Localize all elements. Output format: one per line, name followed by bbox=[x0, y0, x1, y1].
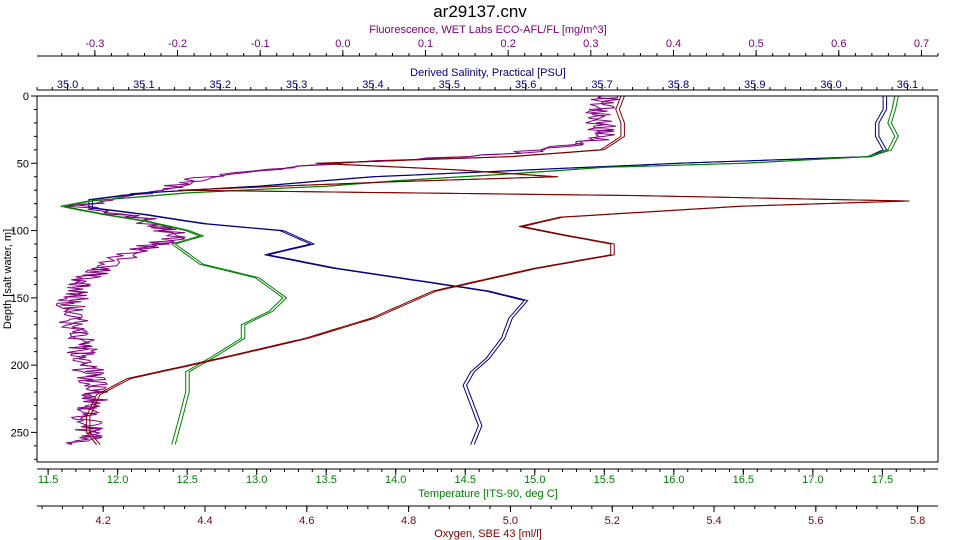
oxygen-tick-label: 4.2 bbox=[96, 515, 111, 527]
salinity-axis: 35.0 35.1 35.2 35.3 35.4 35.5 35.6 35.7 35.8 35.9… bbox=[36, 67, 938, 91]
salinity-tick-label: 35.9 bbox=[744, 79, 765, 91]
temperature-series bbox=[60, 95, 899, 445]
oxygen-series bbox=[85, 95, 910, 445]
fluorescence-tick-label: 0.1 bbox=[418, 38, 433, 50]
temperature-tick-label: 14.0 bbox=[385, 474, 406, 486]
fluorescence-tick-label: -0.1 bbox=[251, 38, 270, 50]
fluorescence-series bbox=[55, 95, 620, 445]
temperature-axis: 11.5 12.0 12.5 13.0 13.5 14.0 14.5 15.0 15.5 16.0… bbox=[37, 468, 938, 500]
fluorescence-axis-title: Fluorescence, WET Labs ECO-AFL/FL [mg/m^… bbox=[369, 24, 606, 36]
temperature-tick-label: 12.5 bbox=[176, 474, 197, 486]
oxygen-axis: 4.2 4.4 4.6 4.8 5.0 5.2 5.4 5.6 5.8 Oxygen, SBE 4… bbox=[37, 505, 938, 540]
oxygen-upcast-line bbox=[89, 95, 910, 445]
temperature-downcast-line bbox=[60, 95, 896, 445]
depth-axis: 0 50 100 150 200 250 Depth [salt water, m] bbox=[2, 91, 37, 460]
temperature-tick-label: 17.0 bbox=[802, 474, 823, 486]
temperature-tick-label: 16.5 bbox=[733, 474, 754, 486]
temperature-tick-label: 13.5 bbox=[315, 474, 336, 486]
oxygen-tick-label: 5.8 bbox=[910, 515, 925, 527]
fluorescence-tick-label: 0.6 bbox=[831, 38, 846, 50]
depth-axis-title: Depth [salt water, m] bbox=[2, 229, 14, 329]
oxygen-axis-title: Oxygen, SBE 43 [ml/l] bbox=[434, 528, 542, 540]
axes-layer: -0.3 -0.2 -0.1 0.0 0.1 0.2 0.3 0.4 0.5 0.6 0.7 Fluo… bbox=[2, 24, 939, 540]
salinity-tick-label: 35.5 bbox=[439, 79, 460, 91]
temperature-tick-label: 17.5 bbox=[872, 474, 893, 486]
salinity-axis-title: Derived Salinity, Practical [PSU] bbox=[410, 67, 566, 79]
depth-tick-label: 50 bbox=[17, 158, 29, 170]
depth-tick-label: 100 bbox=[11, 226, 29, 238]
salinity-tick-label: 36.1 bbox=[897, 79, 918, 91]
depth-tick-label: 0 bbox=[23, 91, 29, 103]
depth-tick-label: 250 bbox=[11, 427, 29, 439]
fluorescence-tick-label: 0.7 bbox=[914, 38, 929, 50]
oxygen-tick-label: 4.8 bbox=[401, 515, 416, 527]
fluorescence-tick-label: 0.3 bbox=[583, 38, 598, 50]
oxygen-tick-label: 4.4 bbox=[197, 515, 212, 527]
oxygen-tick-label: 5.2 bbox=[605, 515, 620, 527]
depth-tick-label: 150 bbox=[11, 293, 29, 305]
salinity-tick-label: 35.4 bbox=[362, 79, 383, 91]
oxygen-tick-label: 4.6 bbox=[299, 515, 314, 527]
temperature-tick-label: 12.0 bbox=[107, 474, 128, 486]
fluorescence-tick-label: -0.2 bbox=[168, 38, 187, 50]
oxygen-tick-label: 5.6 bbox=[808, 515, 823, 527]
fluorescence-tick-label: 0.4 bbox=[666, 38, 681, 50]
fluorescence-tick-label: 0.2 bbox=[501, 38, 516, 50]
fluorescence-tick-label: 0.5 bbox=[748, 38, 763, 50]
temperature-tick-label: 14.5 bbox=[455, 474, 476, 486]
fluorescence-tick-label: -0.3 bbox=[85, 38, 104, 50]
oxygen-tick-label: 5.4 bbox=[706, 515, 721, 527]
temperature-tick-label: 13.0 bbox=[246, 474, 267, 486]
salinity-tick-label: 35.0 bbox=[57, 79, 78, 91]
temperature-tick-label: 15.0 bbox=[524, 474, 545, 486]
salinity-tick-label: 35.2 bbox=[210, 79, 231, 91]
salinity-tick-label: 36.0 bbox=[820, 79, 841, 91]
salinity-tick-label: 35.1 bbox=[133, 79, 154, 91]
temperature-axis-title: Temperature [ITS-90, deg C] bbox=[418, 488, 557, 500]
temperature-tick-label: 16.0 bbox=[663, 474, 684, 486]
salinity-tick-label: 35.3 bbox=[286, 79, 307, 91]
depth-tick-label: 200 bbox=[11, 360, 29, 372]
temperature-upcast-line bbox=[63, 95, 899, 445]
series-layer bbox=[55, 95, 910, 445]
temperature-tick-label: 11.5 bbox=[38, 474, 59, 486]
salinity-tick-label: 35.7 bbox=[591, 79, 612, 91]
salinity-tick-label: 35.8 bbox=[668, 79, 689, 91]
fluorescence-upcast-line bbox=[59, 95, 620, 445]
oxygen-tick-label: 5.0 bbox=[503, 515, 518, 527]
temperature-tick-label: 15.5 bbox=[594, 474, 615, 486]
salinity-tick-label: 35.6 bbox=[515, 79, 536, 91]
plot-frame bbox=[36, 95, 939, 463]
chart-title: ar29137.cnv bbox=[433, 2, 527, 21]
fluorescence-axis: -0.3 -0.2 -0.1 0.0 0.1 0.2 0.3 0.4 0.5 0.6 0.7 Fluo… bbox=[37, 24, 939, 57]
fluorescence-tick-label: 0.0 bbox=[335, 38, 350, 50]
